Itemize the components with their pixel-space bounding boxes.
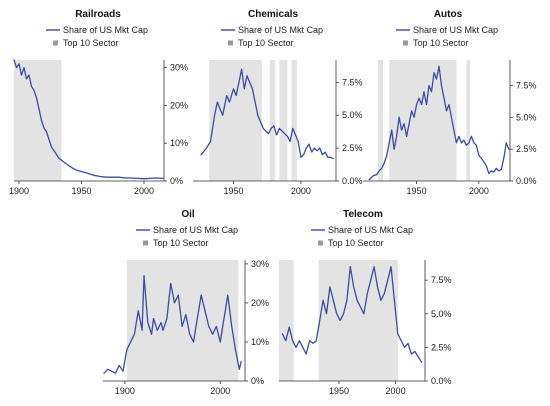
panel-title-oil: Oil bbox=[181, 209, 195, 220]
y-tick-label: 0% bbox=[170, 176, 183, 186]
y-tick-label: 5.0% bbox=[516, 112, 537, 122]
panel-title-telecom: Telecom bbox=[343, 209, 383, 220]
top10-band-telecom-0 bbox=[279, 260, 294, 381]
x-tick-label: 1950 bbox=[71, 186, 91, 196]
legend-label-share: Share of US Mkt Cap bbox=[413, 25, 498, 35]
y-tick-label: 20% bbox=[251, 298, 269, 308]
panel-railroads: Railroads Share of US Mkt Cap Top 10 Secto… bbox=[9, 9, 188, 196]
series-line-oil bbox=[103, 274, 242, 374]
y-tick-label: 2.5% bbox=[342, 143, 363, 153]
top10-band-chemicals-0 bbox=[209, 60, 262, 181]
legend-label-top10: Top 10 Sector bbox=[413, 38, 469, 48]
panel-title-autos: Autos bbox=[434, 9, 463, 20]
series-line-chemicals bbox=[200, 68, 334, 160]
legend-label-top10: Top 10 Sector bbox=[63, 38, 119, 48]
legend-label-share: Share of US Mkt Cap bbox=[63, 25, 148, 35]
x-tick-label: 2000 bbox=[134, 186, 154, 196]
y-tick-label: 0% bbox=[251, 376, 264, 386]
panel-chemicals: Chemicals Share of US Mkt Cap Top 10 Secto… bbox=[193, 9, 363, 196]
series-line-railroads bbox=[13, 59, 164, 180]
y-tick-label: 5.0% bbox=[342, 110, 363, 120]
legend-band-swatch bbox=[403, 40, 408, 46]
legend-label-top10: Top 10 Sector bbox=[153, 238, 209, 248]
legend-band-swatch bbox=[318, 240, 323, 246]
legend-label-top10: Top 10 Sector bbox=[328, 238, 384, 248]
top10-band-chemicals-1 bbox=[269, 60, 276, 181]
panel-autos: Autos Share of US Mkt Cap Top 10 Sector 195… bbox=[363, 9, 537, 196]
top10-band-telecom-1 bbox=[318, 260, 398, 381]
top10-band-railroads-0 bbox=[14, 60, 62, 181]
y-tick-label: 2.5% bbox=[516, 144, 537, 154]
legend-label-share: Share of US Mkt Cap bbox=[153, 225, 238, 235]
panel-title-chemicals: Chemicals bbox=[248, 9, 298, 20]
legend-band-swatch bbox=[53, 40, 58, 46]
legend-band-swatch bbox=[143, 240, 148, 246]
x-tick-label: 1950 bbox=[223, 186, 243, 196]
x-tick-label: 2000 bbox=[291, 186, 311, 196]
y-tick-label: 10% bbox=[170, 138, 188, 148]
y-tick-label: 30% bbox=[170, 63, 188, 73]
top10-band-oil-0 bbox=[126, 260, 239, 381]
y-tick-label: 7.5% bbox=[342, 77, 363, 87]
y-tick-label: 30% bbox=[251, 259, 269, 269]
x-tick-label: 2000 bbox=[469, 186, 489, 196]
panel-title-railroads: Railroads bbox=[75, 9, 121, 20]
y-tick-label: 10% bbox=[251, 337, 269, 347]
y-tick-label: 5.0% bbox=[431, 309, 452, 319]
y-tick-label: 0.0% bbox=[516, 176, 537, 186]
x-tick-label: 2000 bbox=[210, 386, 230, 396]
legend-label-top10: Top 10 Sector bbox=[238, 38, 294, 48]
y-tick-label: 7.5% bbox=[516, 80, 537, 90]
legend-band-swatch bbox=[228, 40, 233, 46]
y-tick-label: 7.5% bbox=[431, 275, 452, 285]
legend-label-share: Share of US Mkt Cap bbox=[238, 25, 323, 35]
top10-band-autos-0 bbox=[377, 60, 383, 181]
panel-telecom: Telecom Share of US Mkt Cap Top 10 Sector 1… bbox=[279, 209, 452, 396]
y-tick-label: 0.0% bbox=[342, 176, 363, 186]
series-line-autos bbox=[368, 65, 510, 181]
x-tick-label: 2000 bbox=[386, 386, 406, 396]
x-tick-label: 1950 bbox=[407, 186, 427, 196]
top10-band-chemicals-3 bbox=[291, 60, 297, 181]
x-tick-label: 1900 bbox=[9, 186, 29, 196]
y-tick-label: 20% bbox=[170, 100, 188, 110]
top10-band-chemicals-2 bbox=[279, 60, 288, 181]
x-tick-label: 1950 bbox=[329, 386, 349, 396]
y-tick-label: 2.5% bbox=[431, 342, 452, 352]
x-tick-label: 1900 bbox=[115, 386, 135, 396]
panel-oil: Oil Share of US Mkt Cap Top 10 Sector 1900 2… bbox=[103, 209, 269, 396]
top10-band-autos-2 bbox=[466, 60, 471, 181]
series-line-telecom bbox=[281, 266, 423, 363]
legend-label-share: Share of US Mkt Cap bbox=[328, 225, 413, 235]
y-tick-label: 0.0% bbox=[431, 376, 452, 386]
